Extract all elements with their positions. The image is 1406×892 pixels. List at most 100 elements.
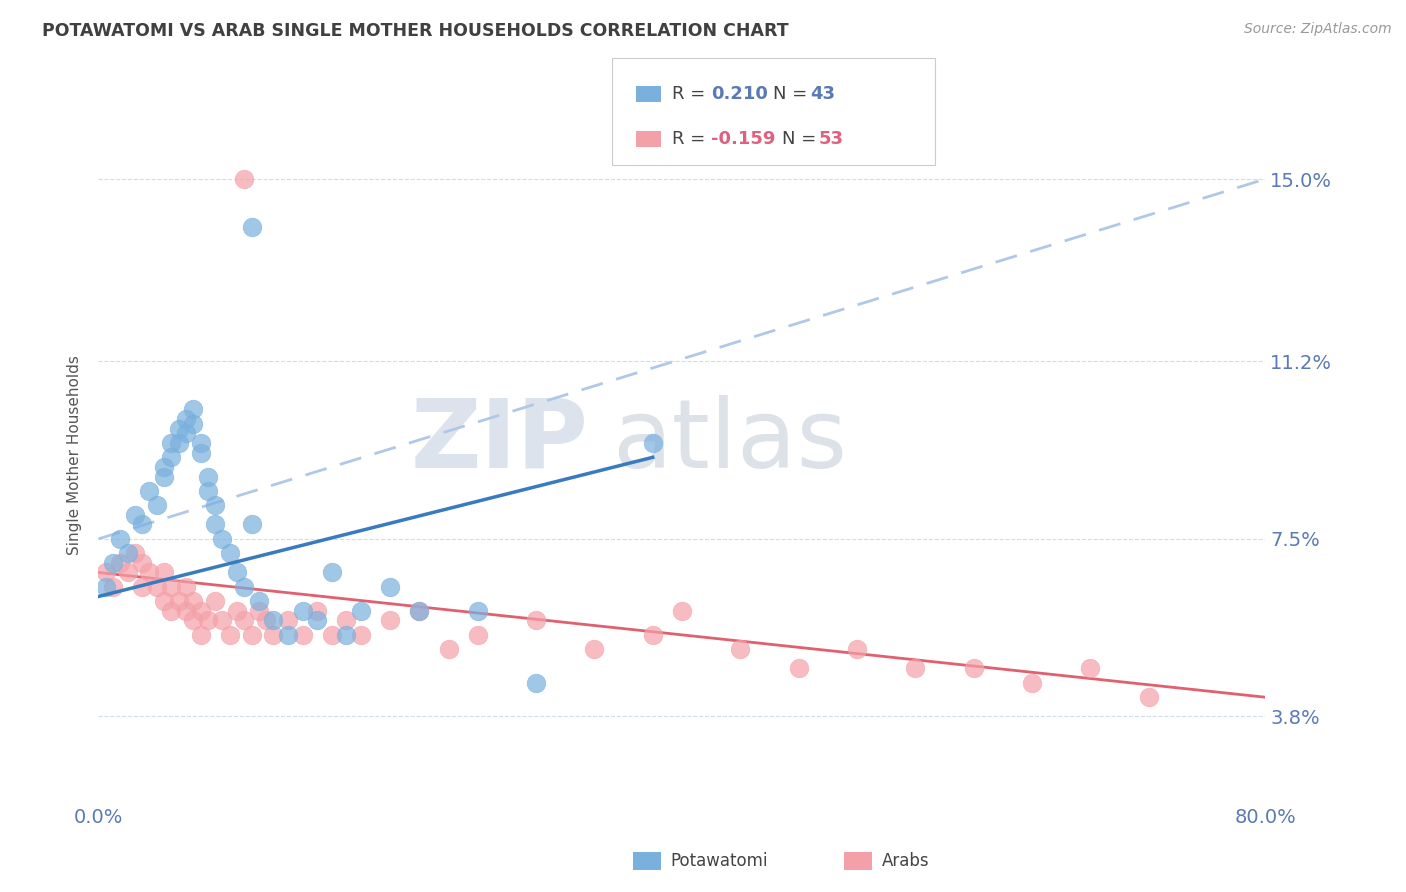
Text: Source: ZipAtlas.com: Source: ZipAtlas.com — [1244, 22, 1392, 37]
Point — [335, 614, 357, 628]
Point — [378, 614, 402, 628]
Point — [321, 628, 343, 642]
Point — [254, 614, 277, 628]
Point — [110, 532, 132, 546]
Point — [467, 604, 489, 618]
Point — [233, 580, 256, 594]
Point — [524, 614, 547, 628]
Point — [204, 517, 226, 532]
Point — [190, 445, 212, 459]
Point — [226, 604, 249, 618]
Point — [160, 580, 183, 594]
Point — [138, 483, 160, 498]
Point — [211, 614, 233, 628]
Point — [437, 642, 460, 657]
Point — [131, 556, 153, 570]
Point — [174, 426, 197, 441]
Point — [190, 436, 212, 450]
Point — [197, 469, 219, 483]
Point — [277, 614, 299, 628]
Point — [218, 628, 240, 642]
Point — [728, 642, 751, 657]
Point — [167, 594, 190, 608]
Point — [240, 628, 263, 642]
Point — [204, 594, 226, 608]
Point — [153, 594, 176, 608]
Text: -0.159: -0.159 — [711, 130, 776, 148]
Point — [787, 661, 810, 675]
Point — [167, 421, 190, 435]
Point — [1021, 676, 1043, 690]
Point — [190, 604, 212, 618]
Text: R =: R = — [672, 130, 711, 148]
Point — [467, 628, 489, 642]
Point — [211, 532, 233, 546]
Text: Potawatomi: Potawatomi — [671, 852, 768, 870]
Point — [101, 556, 124, 570]
Point — [845, 642, 868, 657]
Text: 53: 53 — [818, 130, 844, 148]
Point — [321, 566, 343, 580]
Point — [197, 483, 219, 498]
Point — [190, 628, 212, 642]
Point — [671, 604, 693, 618]
Text: R =: R = — [672, 85, 711, 103]
Point — [335, 628, 357, 642]
Point — [1080, 661, 1102, 675]
Point — [233, 172, 256, 186]
Text: N =: N = — [773, 85, 813, 103]
Point — [124, 546, 146, 560]
Point — [101, 580, 124, 594]
Point — [174, 580, 197, 594]
Point — [181, 614, 204, 628]
Point — [262, 614, 284, 628]
Point — [181, 417, 204, 431]
Point — [146, 498, 169, 512]
Point — [962, 661, 984, 675]
Point — [350, 628, 373, 642]
Point — [160, 436, 183, 450]
Point — [641, 436, 664, 450]
Point — [181, 402, 204, 417]
Text: 43: 43 — [810, 85, 835, 103]
Point — [524, 676, 547, 690]
Point — [307, 614, 329, 628]
Point — [117, 546, 139, 560]
Point — [124, 508, 146, 522]
Point — [291, 628, 314, 642]
Point — [174, 412, 197, 426]
Point — [160, 450, 183, 465]
Point — [408, 604, 430, 618]
Point — [204, 498, 226, 512]
Text: N =: N = — [782, 130, 821, 148]
Point — [378, 580, 402, 594]
Point — [904, 661, 927, 675]
Point — [641, 628, 664, 642]
Point — [307, 604, 329, 618]
Point — [1137, 690, 1160, 705]
Point — [153, 566, 176, 580]
Point — [291, 604, 314, 618]
Text: atlas: atlas — [612, 394, 846, 488]
Point — [110, 556, 132, 570]
Point — [197, 614, 219, 628]
Point — [131, 580, 153, 594]
Point — [153, 469, 176, 483]
Point — [262, 628, 284, 642]
Point — [583, 642, 606, 657]
Point — [160, 604, 183, 618]
Point — [247, 604, 270, 618]
Point — [167, 436, 190, 450]
Point — [146, 580, 169, 594]
Point — [174, 604, 197, 618]
Point — [117, 566, 139, 580]
Point — [247, 594, 270, 608]
Point — [218, 546, 240, 560]
Point — [408, 604, 430, 618]
Point — [138, 566, 160, 580]
Y-axis label: Single Mother Households: Single Mother Households — [67, 355, 83, 555]
Point — [226, 566, 249, 580]
Point — [240, 219, 263, 234]
Text: POTAWATOMI VS ARAB SINGLE MOTHER HOUSEHOLDS CORRELATION CHART: POTAWATOMI VS ARAB SINGLE MOTHER HOUSEHO… — [42, 22, 789, 40]
Text: Arabs: Arabs — [882, 852, 929, 870]
